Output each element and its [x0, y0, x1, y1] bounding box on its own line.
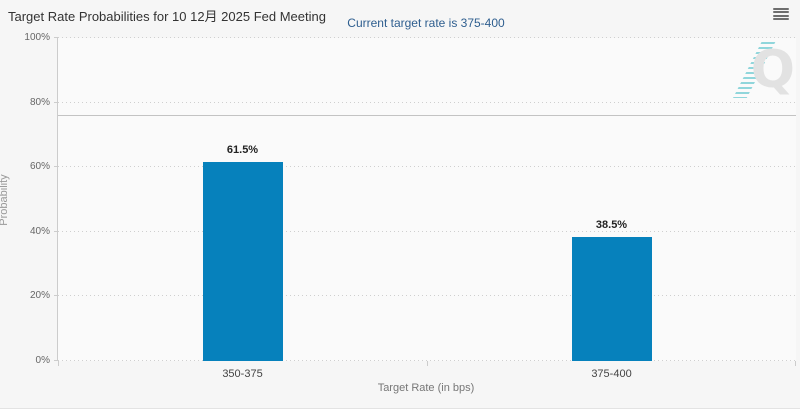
y-tick-label: 80% — [29, 96, 50, 108]
chart-subtitle: Current target rate is 375-400 — [347, 16, 505, 30]
y-tick-label: 100% — [24, 32, 50, 43]
probability-bar[interactable] — [571, 236, 652, 361]
bar-value-label: 61.5% — [226, 144, 259, 157]
y-gridline — [58, 101, 796, 103]
hamburger-menu-icon[interactable] — [772, 7, 790, 21]
menu-line — [773, 11, 789, 14]
x-tick-mark — [58, 361, 59, 366]
menu-line — [773, 8, 789, 10]
y-tick-mark — [54, 166, 58, 168]
bar-value-label: 38.5% — [595, 218, 628, 231]
x-tick-mark — [795, 361, 796, 366]
y-tick-mark — [54, 295, 58, 297]
y-gridline — [58, 295, 796, 297]
menu-line — [773, 14, 789, 17]
y-gridline — [58, 230, 796, 232]
y-tick-mark — [54, 360, 58, 361]
x-category-label: 350-375 — [222, 368, 263, 380]
probability-bar[interactable] — [202, 162, 283, 361]
y-tick-mark — [54, 37, 58, 38]
marker-line — [58, 114, 796, 116]
y-tick-mark — [54, 101, 58, 103]
x-axis-title: Target Rate (in bps) — [377, 382, 475, 394]
y-tick-label: 0% — [35, 355, 50, 366]
chart-title: Target Rate Probabilities for 10 12月 202… — [8, 9, 326, 24]
y-axis-title: Probability — [0, 174, 10, 226]
y-tick-label: 60% — [29, 161, 50, 173]
y-gridline — [58, 37, 796, 38]
y-tick-label: 40% — [29, 225, 50, 237]
x-tick-mark — [427, 361, 428, 366]
menu-line — [773, 17, 789, 20]
x-category-label: 375-400 — [591, 368, 632, 380]
plot-area: 0% 20% 40% 60% 80% 100% 61.5% 350-375 38.5% 375-4… — [24, 32, 796, 380]
y-tick-mark — [54, 230, 58, 232]
y-gridline — [58, 360, 796, 361]
y-gridline — [58, 166, 796, 168]
y-tick-label: 20% — [29, 290, 50, 302]
